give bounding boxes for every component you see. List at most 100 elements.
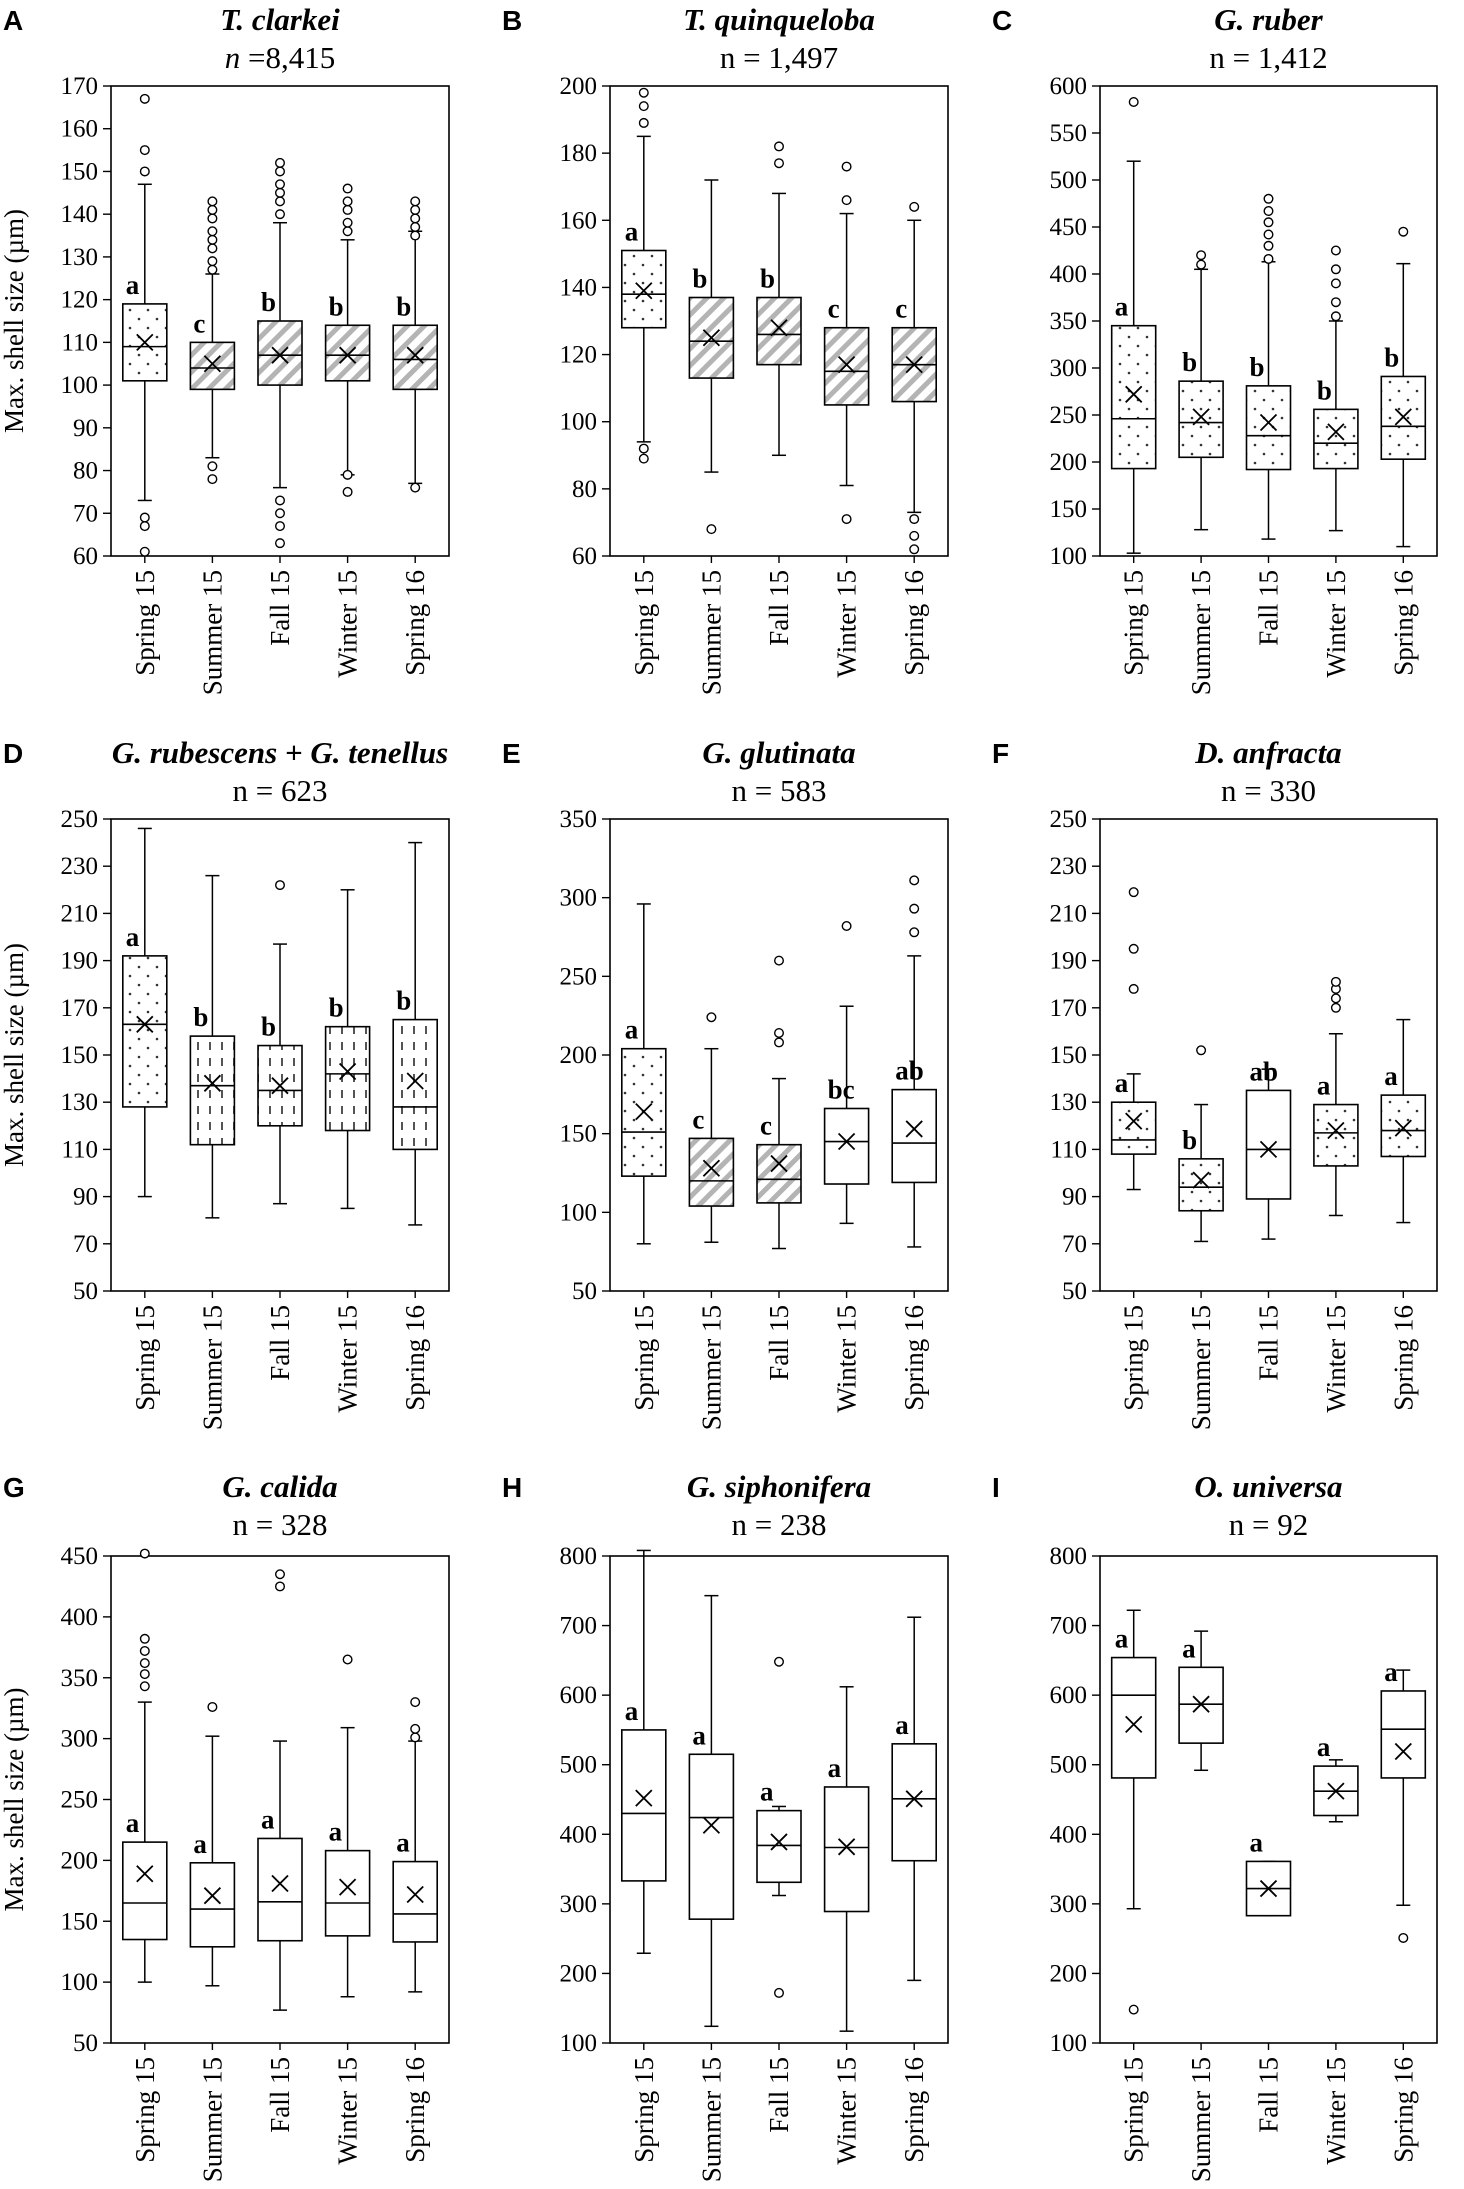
- x-category-label: Spring 16: [899, 1305, 929, 1411]
- outlier-point: [774, 1987, 785, 1998]
- significance-letter: a: [828, 1753, 842, 1783]
- y-tick-label: 250: [560, 963, 598, 990]
- x-category-label: Fall 15: [1254, 1305, 1284, 1381]
- iqr-box: [1313, 408, 1359, 470]
- mean-marker: [702, 1159, 721, 1177]
- outlier-point: [638, 101, 649, 112]
- iqr-box: [756, 1809, 802, 1884]
- y-tick-label: 50: [1062, 1278, 1087, 1305]
- y-tick-label: 300: [1050, 1891, 1088, 1918]
- iqr-box: [324, 324, 371, 382]
- iqr-box: [620, 1729, 667, 1882]
- y-tick-label: 130: [1050, 1089, 1088, 1116]
- y-tick-label: 400: [560, 1821, 598, 1848]
- mean-marker: [1327, 423, 1345, 441]
- outlier-point: [139, 546, 150, 557]
- x-category-label: Winter 15: [333, 2057, 363, 2165]
- y-tick-label: 200: [1050, 449, 1088, 476]
- x-category-label: Spring 15: [1119, 570, 1149, 676]
- box-2: b: [1178, 1045, 1224, 1243]
- box-2: a: [189, 1701, 236, 1987]
- panel-letter: D: [3, 738, 23, 769]
- significance-letter: a: [126, 1808, 140, 1838]
- x-category-label: Winter 15: [1321, 570, 1351, 678]
- box-3: c: [756, 955, 802, 1250]
- outlier-point: [1128, 96, 1139, 107]
- iqr-box: [189, 1035, 236, 1146]
- outlier-point: [638, 453, 649, 464]
- y-tick-label: 70: [73, 500, 98, 527]
- outlier-point: [207, 243, 218, 254]
- x-category-label: Spring 16: [899, 2057, 929, 2163]
- box-2: b: [189, 874, 236, 1219]
- significance-letter: ab: [895, 1056, 924, 1086]
- y-axis-label: Max. shell size (µm): [0, 209, 29, 433]
- significance-letter: a: [895, 1710, 909, 1740]
- significance-letter: b: [1250, 352, 1265, 382]
- y-tick-label: 250: [1050, 402, 1088, 429]
- box-5: a: [891, 1616, 938, 1982]
- box-4: a: [823, 1686, 870, 2032]
- x-category-label: Spring 16: [400, 2057, 430, 2163]
- outlier-point: [410, 221, 421, 232]
- mean-marker: [1327, 1782, 1345, 1800]
- sample-size-n: n: [225, 40, 241, 75]
- box-1: a: [122, 1548, 168, 1983]
- panel-title: T. quinqueloba: [683, 2, 875, 37]
- significance-letter: c: [760, 1111, 772, 1141]
- y-tick-label: 100: [1050, 2030, 1088, 2057]
- mean-marker: [136, 1015, 154, 1033]
- significance-letter: b: [692, 264, 707, 294]
- y-tick-label: 400: [61, 1604, 99, 1631]
- significance-letter: a: [692, 1720, 706, 1750]
- mean-marker: [203, 355, 222, 373]
- iqr-box: [1110, 1101, 1157, 1155]
- y-tick-label: 350: [560, 806, 598, 833]
- y-tick-label: 230: [61, 853, 99, 880]
- mean-marker: [338, 1878, 357, 1896]
- outlier-point: [275, 209, 286, 220]
- outlier-point: [139, 1633, 150, 1644]
- sample-size-value: =8,415: [240, 40, 335, 75]
- mean-marker: [203, 1074, 222, 1092]
- mean-marker: [136, 1865, 154, 1883]
- significance-letter: b: [193, 1002, 208, 1032]
- outlier-point: [1330, 264, 1341, 275]
- mean-marker: [837, 1838, 856, 1856]
- iqr-box: [122, 1841, 168, 1941]
- outlier-point: [774, 141, 785, 152]
- significance-letter: c: [828, 294, 840, 324]
- y-tick-label: 150: [61, 1042, 99, 1069]
- y-tick-label: 700: [1050, 1613, 1088, 1640]
- outlier-point: [275, 196, 286, 207]
- box-3: b: [1245, 193, 1292, 540]
- significance-letter: a: [1317, 1732, 1331, 1762]
- significance-letter: b: [261, 287, 276, 317]
- significance-letter: b: [1182, 347, 1197, 377]
- outlier-point: [706, 524, 717, 535]
- mean-marker: [1394, 1742, 1412, 1761]
- y-tick-label: 70: [1062, 1231, 1087, 1258]
- outlier-point: [1263, 253, 1274, 264]
- x-category-label: Winter 15: [1321, 1305, 1351, 1413]
- x-category-label: Summer 15: [1186, 570, 1216, 695]
- box-5: a: [1380, 1018, 1427, 1224]
- x-category-label: Spring 15: [130, 1305, 160, 1411]
- y-tick-label: 400: [1050, 1821, 1088, 1848]
- significance-letter: a: [193, 1829, 207, 1859]
- y-tick-label: 400: [1050, 261, 1088, 288]
- significance-letter: a: [329, 1817, 343, 1847]
- x-category-label: Spring 16: [400, 1305, 430, 1411]
- y-tick-label: 300: [61, 1726, 99, 1753]
- panel-letter: E: [502, 738, 521, 769]
- outlier-point: [1330, 297, 1341, 308]
- iqr-box: [257, 320, 303, 386]
- y-tick-label: 300: [560, 885, 598, 912]
- y-tick-label: 90: [73, 1184, 98, 1211]
- significance-letter: a: [126, 922, 140, 952]
- box-3: b: [257, 880, 303, 1205]
- outlier-point: [410, 482, 421, 493]
- box-3: a: [756, 1656, 802, 1998]
